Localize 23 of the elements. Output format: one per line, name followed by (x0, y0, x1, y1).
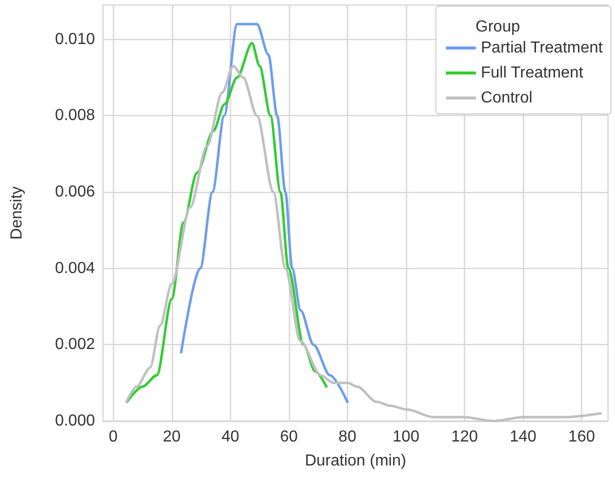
x-tick-label: 40 (221, 428, 240, 446)
x-tick-label: 60 (280, 428, 298, 446)
line-series (180, 22, 349, 404)
x-tick-label: 0 (108, 428, 118, 446)
x-tick-label: 120 (451, 428, 478, 446)
x-axis-title: Duration (min) (304, 452, 406, 470)
x-tick-label: 140 (510, 428, 537, 446)
legend-label: Partial Treatment (480, 40, 604, 56)
x-tick-label: 80 (338, 428, 356, 446)
y-tick-label: 0.008 (54, 107, 96, 124)
y-tick-label: 0.006 (54, 184, 96, 201)
legend-label: Full Treatment (480, 64, 584, 82)
x-tick-label: 100 (392, 428, 420, 446)
y-tick-label: 0.004 (54, 260, 96, 277)
y-axis-title: Density (8, 186, 26, 240)
y-tick-label: 0.010 (54, 30, 96, 48)
line-series (125, 64, 602, 422)
legend-label: Control (480, 90, 532, 106)
y-tick-label: 0.000 (54, 412, 96, 430)
y-tick-label: 0.002 (54, 336, 96, 354)
x-tick-label: 20 (162, 428, 181, 446)
x-tick-label: 160 (568, 428, 596, 446)
legend-title: Group (476, 18, 520, 36)
